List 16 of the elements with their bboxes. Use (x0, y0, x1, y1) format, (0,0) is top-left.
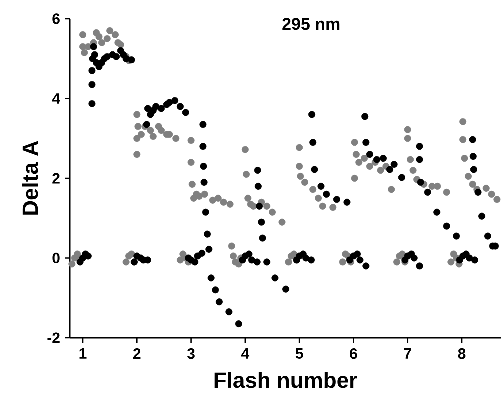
x-tick-label: 8 (458, 348, 466, 360)
x-tick-label: 1 (80, 348, 87, 359)
chart-title: 295 nm (282, 18, 340, 30)
y-tick-label: 6 (52, 14, 60, 24)
x-tick-label: 2 (133, 348, 141, 359)
x-axis-title: Flash number (214, 372, 358, 388)
y-axis-title: Delta A (22, 141, 38, 215)
y-tick-label: 4 (52, 94, 60, 104)
x-tick-label: 6 (350, 348, 358, 360)
x-tick-label: 5 (296, 348, 304, 359)
y-tick-label: -2 (48, 332, 60, 344)
x-tick-label: 7 (404, 348, 412, 359)
x-tick-label: 4 (241, 348, 250, 359)
y-tick-label: 2 (52, 173, 60, 184)
y-tick-label: 0 (52, 252, 60, 264)
x-tick-label: 3 (187, 348, 195, 360)
